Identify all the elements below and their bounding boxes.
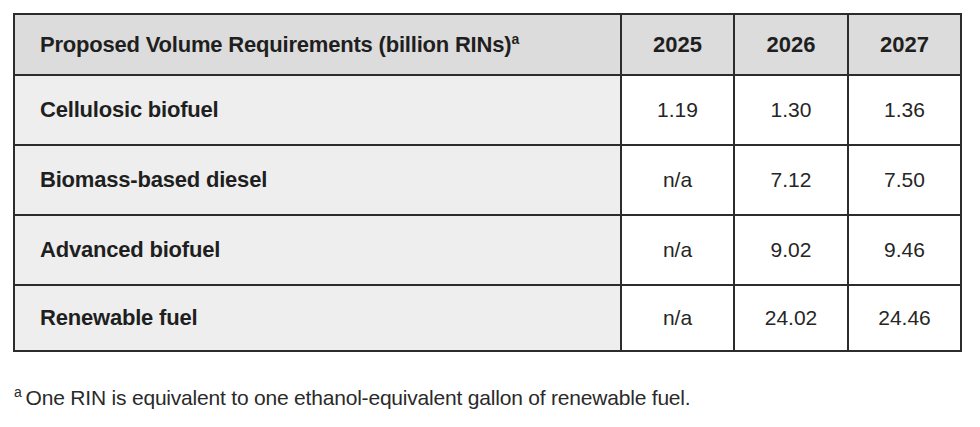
- value-biomass-2027: 7.50: [848, 145, 961, 215]
- row-label-biomass-based-diesel: Biomass-based diesel: [14, 145, 621, 215]
- page: Proposed Volume Requirements (billion RI…: [0, 0, 980, 427]
- table-row: Advanced biofuel n/a 9.02 9.46: [14, 215, 961, 285]
- value-advanced-2027: 9.46: [848, 215, 961, 285]
- value-advanced-2026: 9.02: [734, 215, 848, 285]
- table-row: Cellulosic biofuel 1.19 1.30 1.36: [14, 75, 961, 145]
- table-row: Biomass-based diesel n/a 7.12 7.50: [14, 145, 961, 215]
- value-cellulosic-2026: 1.30: [734, 75, 848, 145]
- value-renewable-2025: n/a: [621, 285, 734, 351]
- row-label-advanced-biofuel: Advanced biofuel: [14, 215, 621, 285]
- value-biomass-2025: n/a: [621, 145, 734, 215]
- table-title-footnote-marker: a: [511, 30, 519, 46]
- table-title: Proposed Volume Requirements (billion RI…: [40, 32, 511, 57]
- table-row: Renewable fuel n/a 24.02 24.46: [14, 285, 961, 351]
- table-header-row: Proposed Volume Requirements (billion RI…: [14, 14, 961, 75]
- row-label-renewable-fuel: Renewable fuel: [14, 285, 621, 351]
- value-advanced-2025: n/a: [621, 215, 734, 285]
- footnote: aOne RIN is equivalent to one ethanol-eq…: [14, 386, 690, 410]
- row-label-cellulosic-biofuel: Cellulosic biofuel: [14, 75, 621, 145]
- volume-requirements-table: Proposed Volume Requirements (billion RI…: [13, 13, 962, 352]
- column-header-2026: 2026: [734, 14, 848, 75]
- table-title-cell: Proposed Volume Requirements (billion RI…: [14, 14, 621, 75]
- column-header-2025: 2025: [621, 14, 734, 75]
- footnote-text: One RIN is equivalent to one ethanol-equ…: [26, 386, 691, 409]
- footnote-marker: a: [14, 384, 22, 400]
- value-cellulosic-2025: 1.19: [621, 75, 734, 145]
- column-header-2027: 2027: [848, 14, 961, 75]
- value-renewable-2027: 24.46: [848, 285, 961, 351]
- value-renewable-2026: 24.02: [734, 285, 848, 351]
- value-biomass-2026: 7.12: [734, 145, 848, 215]
- value-cellulosic-2027: 1.36: [848, 75, 961, 145]
